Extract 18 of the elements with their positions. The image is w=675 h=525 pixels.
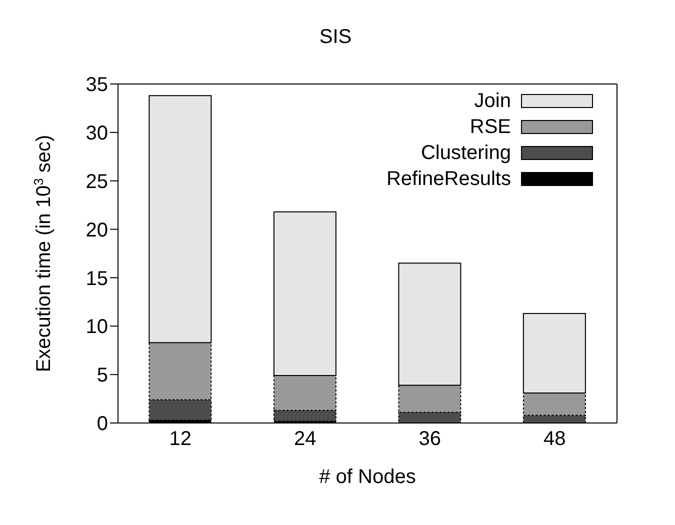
legend-label: Join	[474, 89, 511, 114]
y-tick-label: 30	[86, 122, 108, 145]
x-tick-label: 24	[294, 428, 316, 450]
x-axis-title: # of Nodes	[319, 466, 416, 488]
y-tick-label: 35	[86, 74, 108, 96]
x-tick-label: 36	[418, 428, 441, 450]
y-tick-label: 25	[86, 170, 108, 193]
legend-label: RSE	[470, 115, 511, 140]
y-tick-label: 20	[86, 219, 108, 242]
x-tick-label: 48	[544, 428, 566, 450]
y-tick-label: 15	[86, 268, 108, 290]
y-tick-label: 5	[96, 364, 108, 387]
x-tick-label: 12	[169, 428, 192, 450]
y-tick-label: 0	[96, 413, 108, 436]
chart-title: SIS	[318, 26, 353, 49]
legend-label: RefineResults	[386, 167, 511, 192]
legend-label: Clustering	[420, 141, 511, 166]
y-tick-label: 10	[86, 316, 108, 338]
